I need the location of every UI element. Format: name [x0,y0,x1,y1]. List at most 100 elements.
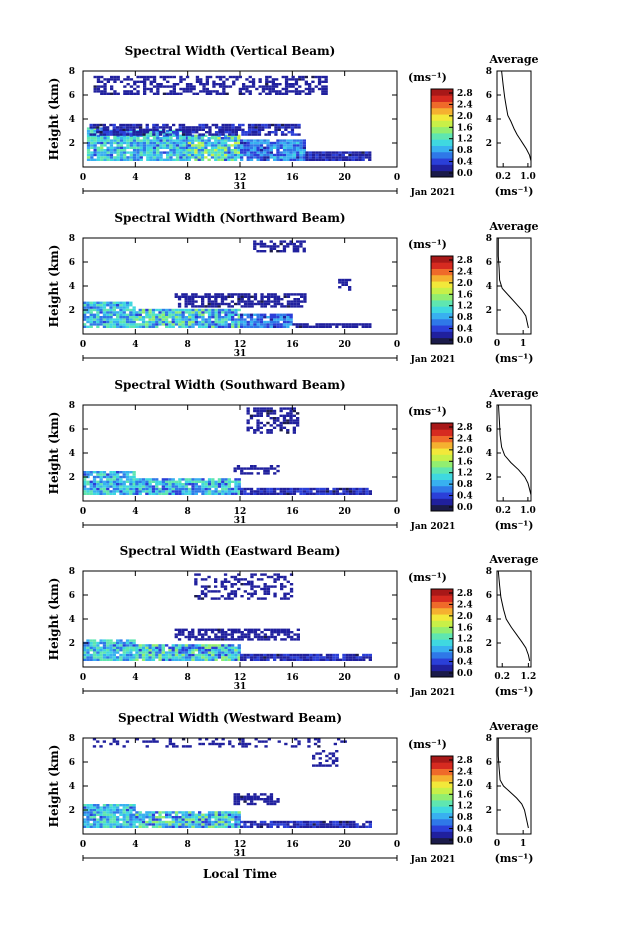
heatmap-cell [207,816,212,819]
heatmap-cell [250,587,254,591]
heatmap-cell [298,90,302,93]
heatmap-cell [179,144,183,147]
heatmap-cell [247,293,251,296]
heatmap-cell [237,141,241,145]
heatmap-cell [102,320,107,324]
heatmap-cell [175,151,180,154]
heatmap-cell [93,153,97,157]
heatmap-cell [286,313,290,316]
heatmap-cell [191,305,195,308]
heatmap-cell [132,646,136,649]
heatmap-cell [132,128,136,131]
heatmap-cell [103,141,107,145]
heatmap-cell [83,646,87,649]
heatmap-cell [343,740,347,743]
x-tick-label: 8 [185,173,191,183]
heatmap-cell [211,813,215,816]
heatmap-cell [198,818,202,821]
heatmap-cell [152,128,156,131]
heatmap-cell [177,638,182,641]
heatmap-cell [155,316,159,319]
colorbar-swatch [431,158,453,165]
heatmap-cell [240,153,244,157]
heatmap-cell [139,151,143,154]
heatmap-cell [161,487,165,491]
heatmap-cell [279,156,283,159]
heatmap-cell [132,485,136,488]
heatmap-cell [243,658,247,661]
heatmap-cell [106,658,110,661]
heatmap-cell [152,134,157,137]
heatmap-cell [242,92,246,95]
heatmap-cell [200,597,205,600]
heatmap-cell [221,490,225,493]
heatmap-cell [119,151,124,154]
heatmap-cell [207,811,212,814]
heatmap-cell [276,156,280,159]
heatmap-cell [227,818,231,821]
heatmap-cell [253,823,257,826]
heatmap-cell [197,595,201,598]
heatmap-cell [169,139,173,142]
y-tick-label: 4 [69,449,75,459]
heatmap-cell [211,816,215,819]
heatmap-cell [296,298,300,301]
heatmap-cell [204,653,208,657]
heatmap-cell [259,151,264,154]
heatmap-cell [204,820,208,824]
heatmap-cell [129,823,133,826]
heatmap-cell [246,793,250,796]
heatmap-cell [178,492,182,495]
average-frame [496,570,532,668]
heatmap-cell [322,656,326,659]
heatmap-cell [169,158,173,161]
heatmap-cell [266,653,270,657]
heatmap-cell [171,825,175,828]
heatmap-cell [132,653,136,657]
heatmap-cell [339,820,343,824]
heatmap-cell [246,141,250,145]
heatmap-cell [269,409,273,413]
heatmap-cell [335,653,339,657]
heatmap-cell [86,325,90,328]
heatmap-cell [276,158,280,161]
heatmap-cell [214,483,218,486]
average-y-tick-label: 8 [486,234,492,244]
heatmap-cell [243,800,247,803]
heatmap-cell [201,295,205,298]
heatmap-cell [204,628,208,631]
heatmap-cell [184,305,188,308]
heatmap-cell [253,156,257,159]
heatmap-cell [83,649,87,652]
heatmap-cell [135,816,139,819]
heatmap-cell [194,139,198,142]
heatmap-cell [361,325,365,328]
heatmap-cell [259,653,264,657]
heatmap-cell [141,646,146,649]
heatmap-cell [122,318,126,321]
heatmap-cell [113,90,117,93]
heatmap-cell [93,139,97,142]
heatmap-cell [181,318,185,321]
heatmap-cell [279,653,283,657]
heatmap-cell [178,811,182,814]
heatmap-cell [286,320,290,324]
y-tick-label: 2 [69,639,75,649]
heatmap-cell [322,823,326,826]
heatmap-cell [312,325,316,328]
heatmap-cell [257,131,262,134]
heatmap-cell [276,318,280,321]
heatmap-cell [102,313,107,316]
heatmap-cell [302,490,306,493]
heatmap-cell [188,644,192,647]
heatmap-cell [352,653,356,657]
heatmap-cell [339,492,343,495]
average-title: Average [488,720,538,733]
heatmap-cell [348,323,352,326]
heatmap-cell [325,764,329,767]
heatmap-cell [325,151,329,154]
heatmap-cell [282,153,287,157]
heatmap-cell [296,421,300,425]
heatmap-cell [247,302,251,306]
heatmap-cell [269,490,273,493]
